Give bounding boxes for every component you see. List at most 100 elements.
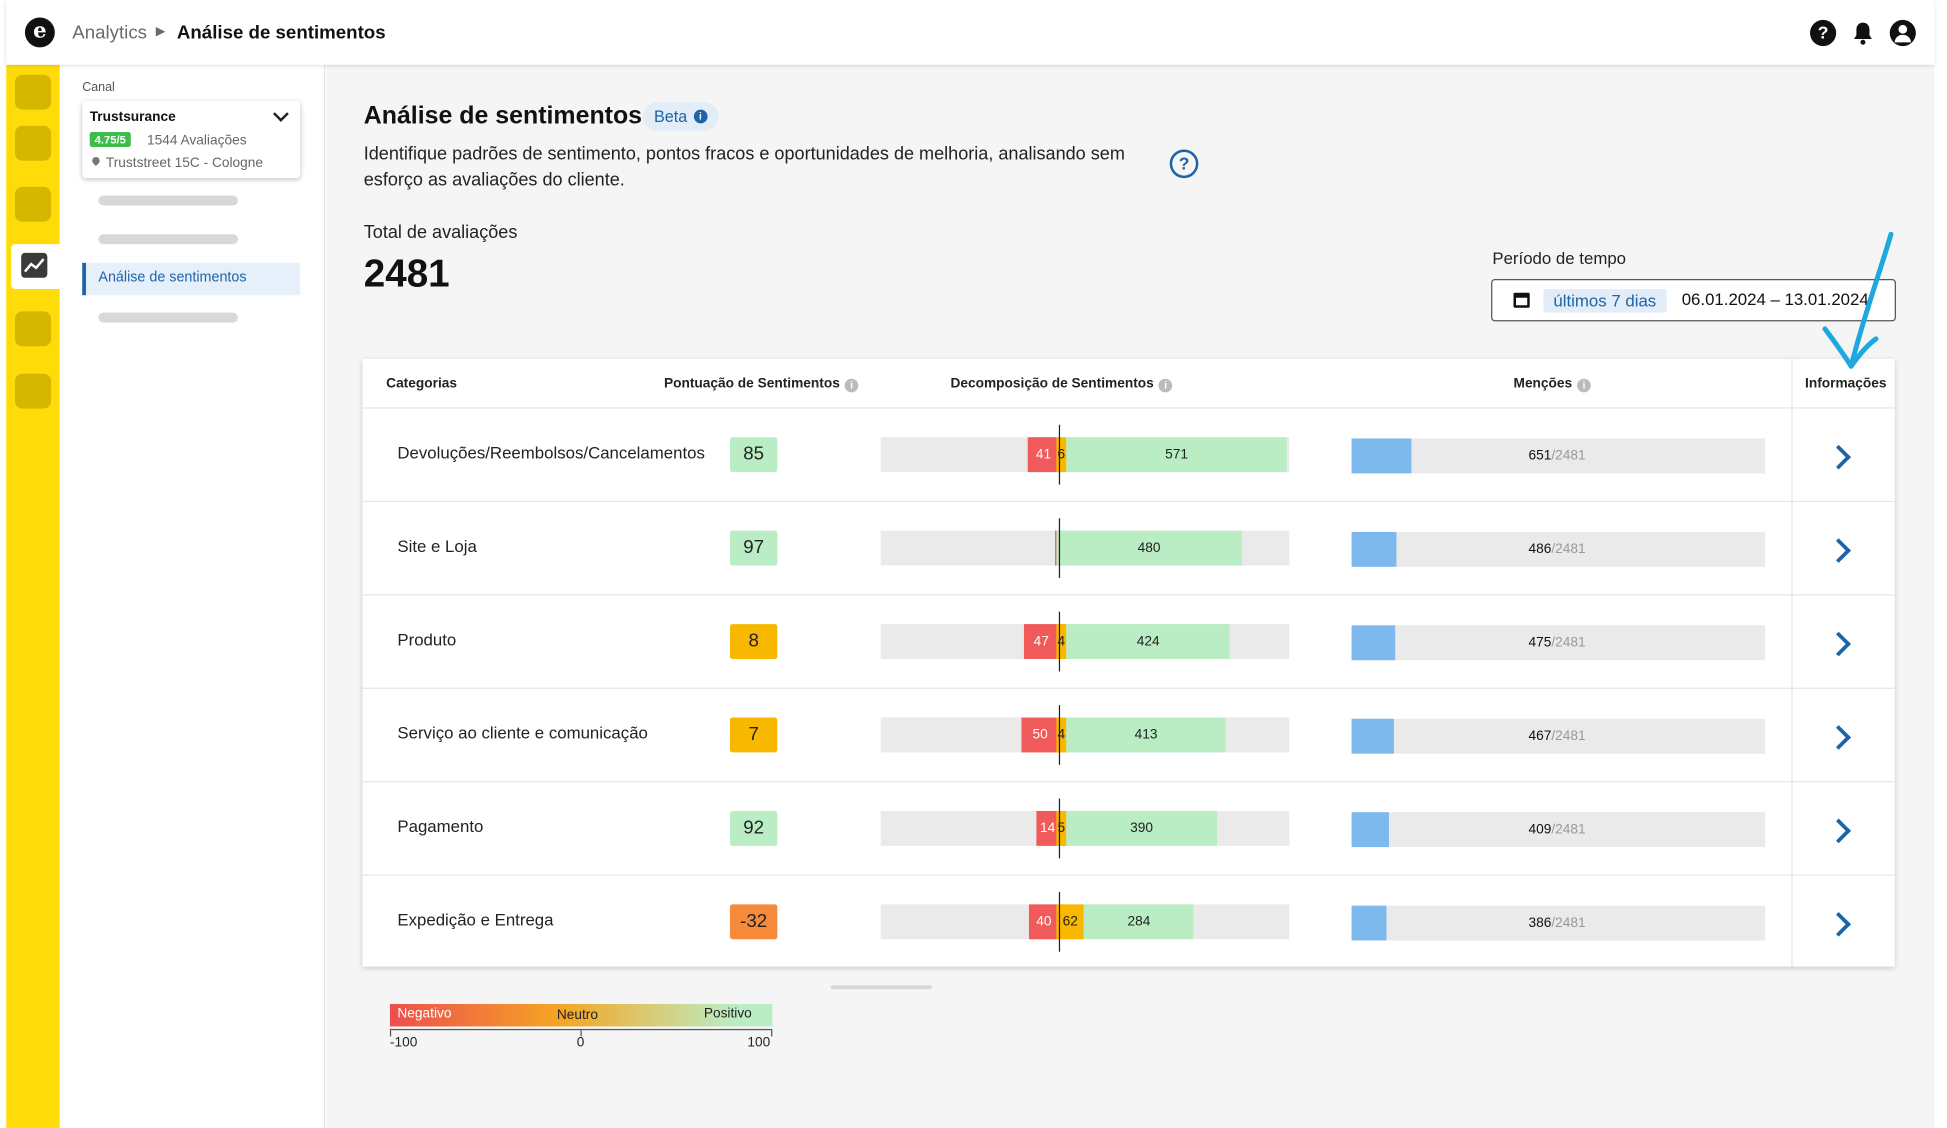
mentions-value: 386 xyxy=(1528,915,1552,931)
header-decomposition[interactable]: Decomposição de Sentimentos i xyxy=(950,376,1173,393)
channel-name: Trustsurance xyxy=(89,109,176,125)
help-icon[interactable]: ? xyxy=(1810,19,1837,47)
mentions-bar: 475/2481 xyxy=(1351,625,1766,661)
sentiment-decomposition-bar[interactable]: 50 4 413 xyxy=(880,705,1290,765)
mentions-bar: 486/2481 xyxy=(1351,531,1766,567)
positive-segment: 480 xyxy=(1056,530,1242,566)
positive-segment: 390 xyxy=(1066,810,1217,846)
period-chip[interactable]: últimos 7 dias xyxy=(1543,289,1667,313)
rail-item-6[interactable] xyxy=(14,373,52,409)
sentiment-score-badge: -32 xyxy=(729,904,778,940)
neutral-segment: 6 xyxy=(1056,437,1067,473)
chevron-right-icon[interactable] xyxy=(1827,816,1857,846)
negative-segment: 14 xyxy=(1036,810,1059,846)
nav-placeholder-2[interactable] xyxy=(98,234,238,245)
review-count: 1544 Avaliações xyxy=(146,133,247,149)
chevron-down-icon xyxy=(272,106,289,122)
mentions-count: 467/2481 xyxy=(1528,729,1585,744)
bell-icon[interactable] xyxy=(1850,20,1876,46)
mentions-value: 409 xyxy=(1528,822,1552,838)
sentiment-decomposition-bar[interactable]: 41 6 571 xyxy=(880,424,1290,485)
sentiment-table: Categorias Pontuação de Sentimentos i Dec… xyxy=(362,358,1895,967)
chevron-right-icon[interactable] xyxy=(1827,536,1857,566)
category-label: Expedição e Entrega xyxy=(397,910,554,930)
mentions-total: /2481 xyxy=(1551,915,1586,931)
legend-mid: 0 xyxy=(576,1035,585,1051)
info-icon: i xyxy=(693,109,708,124)
zero-line xyxy=(1058,705,1061,765)
chevron-right-icon[interactable] xyxy=(1827,442,1857,472)
account-icon[interactable] xyxy=(1889,19,1916,47)
legend-neutral: Neutro xyxy=(556,1007,598,1023)
rail-item-1[interactable] xyxy=(14,74,52,110)
sentiment-decomposition-bar[interactable]: 14 5 390 xyxy=(880,798,1290,859)
horizontal-scrollbar[interactable] xyxy=(830,985,932,990)
legend-negative: Negativo xyxy=(397,1006,452,1022)
mentions-fill xyxy=(1351,625,1396,661)
sentiment-decomposition-bar[interactable]: 47 4 424 xyxy=(880,611,1290,672)
info-icon[interactable]: i xyxy=(1158,378,1173,393)
mentions-value: 467 xyxy=(1528,728,1552,744)
location-pin-icon xyxy=(90,155,102,166)
legend-tick xyxy=(580,1030,582,1037)
mentions-fill xyxy=(1351,718,1395,754)
nav-placeholder-1[interactable] xyxy=(98,195,238,206)
header-score[interactable]: Pontuação de Sentimentos i xyxy=(664,376,859,393)
period-label: Período de tempo xyxy=(1492,249,1627,268)
mentions-bar: 651/2481 xyxy=(1351,438,1766,474)
sub-sidebar: Canal Trustsurance 4.75/5 1544 Avaliaçõe… xyxy=(59,64,326,1128)
rail-item-analytics[interactable] xyxy=(11,244,67,290)
beta-badge[interactable]: Beta i xyxy=(642,102,719,131)
negative-segment: 50 xyxy=(1021,717,1059,753)
category-label: Site e Loja xyxy=(397,536,477,556)
rail-item-5[interactable] xyxy=(14,311,52,347)
main-content: Análise de sentimentos Beta i Identifiqu… xyxy=(326,64,1935,1128)
sentiment-score-badge: 8 xyxy=(729,624,778,659)
category-label: Pagamento xyxy=(397,817,484,836)
table-row: Site e Loja 97 480 486/2481 xyxy=(362,500,1895,594)
zero-line xyxy=(1058,611,1061,672)
channel-selector[interactable]: Trustsurance 4.75/5 1544 Avaliações Trus… xyxy=(82,100,301,179)
category-label: Devoluções/Reembolsos/Cancelamentos xyxy=(397,443,705,463)
header-categories[interactable]: Categorias xyxy=(386,376,457,392)
rail-item-2[interactable] xyxy=(14,125,52,161)
page-description: Identifique padrões de sentimento, ponto… xyxy=(363,144,1125,191)
positive-segment: 424 xyxy=(1066,624,1231,659)
info-icon[interactable]: i xyxy=(1577,378,1591,393)
logo-icon[interactable]: e xyxy=(24,17,55,48)
mentions-count: 486/2481 xyxy=(1528,542,1585,557)
chevron-right-icon[interactable] xyxy=(1827,629,1857,659)
negative-segment: 41 xyxy=(1028,437,1059,473)
total-reviews-value: 2481 xyxy=(363,251,450,296)
sentiment-legend: Negativo Neutro Positivo -100 0 100 xyxy=(389,1004,774,1054)
sidebar-item-sentiment-analysis[interactable]: Análise de sentimentos xyxy=(82,262,301,296)
mentions-count: 475/2481 xyxy=(1528,635,1585,650)
calendar-icon xyxy=(1513,292,1530,308)
info-column-divider xyxy=(1791,358,1793,967)
date-range-picker[interactable]: últimos 7 dias 06.01.2024 – 13.01.2024 xyxy=(1491,279,1896,322)
table-row: Devoluções/Reembolsos/Cancelamentos 85 41 6… xyxy=(362,407,1895,500)
breadcrumb-parent[interactable]: Analytics xyxy=(72,22,148,44)
header-info: Informações xyxy=(1805,376,1887,392)
chevron-right-icon[interactable] xyxy=(1827,723,1857,753)
sentiment-decomposition-bar[interactable]: 40 62 284 xyxy=(880,891,1290,952)
mentions-fill xyxy=(1351,438,1412,474)
sentiment-score-badge: 7 xyxy=(729,717,778,753)
nav-placeholder-3[interactable] xyxy=(98,312,238,323)
category-label: Produto xyxy=(397,630,457,650)
help-circle-icon[interactable]: ? xyxy=(1169,149,1199,179)
category-label: Serviço ao cliente e comunicação xyxy=(397,723,648,743)
mentions-value: 651 xyxy=(1528,448,1552,464)
total-reviews-label: Total de avaliações xyxy=(363,222,518,243)
header-mentions[interactable]: Menções i xyxy=(1514,376,1591,393)
sentiment-decomposition-bar[interactable]: 480 xyxy=(880,518,1290,579)
rail-item-3[interactable] xyxy=(14,186,52,222)
sentiment-score-badge: 97 xyxy=(729,530,778,566)
sidebar-item-label: Análise de sentimentos xyxy=(98,270,247,286)
annotation-arrow-icon xyxy=(1822,231,1894,369)
nav-rail xyxy=(6,64,67,1128)
info-icon[interactable]: i xyxy=(844,378,859,393)
legend-max: 100 xyxy=(747,1035,771,1051)
table-row: Produto 8 47 4 424 475/2481 xyxy=(362,594,1895,687)
chevron-right-icon[interactable] xyxy=(1827,909,1857,939)
